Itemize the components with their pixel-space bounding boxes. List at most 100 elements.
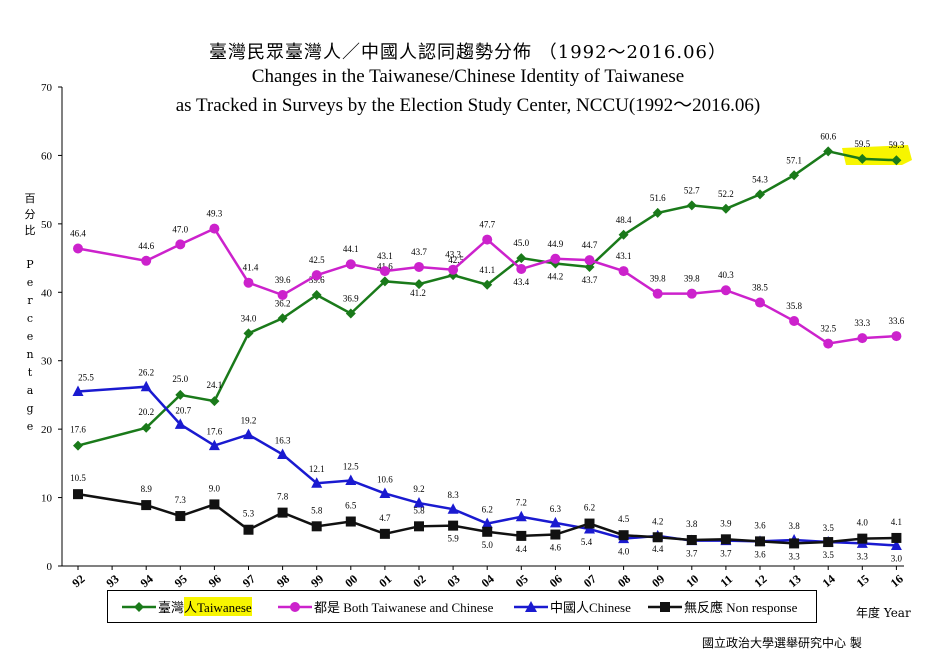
series-0-point-1 bbox=[141, 422, 152, 433]
series-2-label-5: 16.3 bbox=[275, 435, 291, 445]
x-tick-label-4: 96 bbox=[206, 572, 224, 590]
series-1-label-11: 47.7 bbox=[479, 220, 495, 230]
legend-item-taiwanese: 臺灣 人Taiwanese bbox=[122, 591, 252, 622]
series-0-point-3 bbox=[209, 396, 220, 407]
series-0-label-0: 17.6 bbox=[70, 425, 86, 435]
x-tick-label-5: 97 bbox=[240, 572, 258, 590]
series-3-label-14: 6.2 bbox=[584, 503, 595, 513]
series-2-label-7: 12.5 bbox=[343, 461, 359, 471]
series-3-label-16: 4.2 bbox=[652, 516, 663, 526]
series-1-label-7: 44.1 bbox=[343, 244, 359, 254]
series-3-label-22: 4.0 bbox=[857, 518, 869, 528]
series-0-point-9 bbox=[414, 279, 424, 290]
series-1-label-10: 43.3 bbox=[445, 250, 461, 260]
ylabel-en-2: r bbox=[27, 294, 33, 307]
series-0-point-6 bbox=[311, 290, 322, 301]
series-2-point-5 bbox=[277, 448, 289, 459]
x-tick-label-17: 09 bbox=[649, 572, 667, 590]
series-3-label-3: 9.0 bbox=[209, 483, 221, 493]
ylabel-cn-0: 百 bbox=[24, 192, 36, 205]
x-axis-label: 年度 Year bbox=[856, 606, 911, 620]
series-0-point-2 bbox=[175, 389, 186, 400]
series-3-point-15 bbox=[618, 530, 629, 541]
series-1-point-7 bbox=[345, 259, 356, 270]
x-tick-label-14: 06 bbox=[547, 572, 565, 590]
series-1-point-20 bbox=[789, 316, 800, 327]
legend-marker-diamond bbox=[122, 601, 156, 612]
series-0-point-20 bbox=[789, 170, 800, 181]
series-2-point-6 bbox=[311, 477, 323, 488]
series-1-label-0: 46.4 bbox=[70, 228, 86, 238]
legend-marker-triangle bbox=[514, 600, 548, 612]
series-1-point-23 bbox=[891, 331, 902, 342]
series-1-point-6 bbox=[311, 270, 322, 281]
series-2-label-2: 20.7 bbox=[175, 405, 191, 415]
series-3-label-23: 4.1 bbox=[891, 517, 902, 527]
series-3-point-6 bbox=[311, 521, 322, 532]
x-tick-label-6: 98 bbox=[274, 572, 292, 590]
series-0-point-4 bbox=[243, 328, 254, 339]
series-1-label-2: 47.0 bbox=[172, 224, 188, 234]
series-0-label-12: 45.0 bbox=[513, 238, 529, 248]
series-2-label-3: 17.6 bbox=[207, 427, 223, 437]
series-2-point-11 bbox=[481, 517, 493, 529]
series-1-point-16 bbox=[652, 288, 663, 299]
series-3-point-18 bbox=[720, 534, 731, 545]
series-1-label-4: 41.4 bbox=[243, 263, 259, 273]
series-3-point-21 bbox=[823, 537, 834, 548]
series-2-point-9 bbox=[413, 497, 425, 508]
x-tick-label-12: 04 bbox=[479, 572, 497, 590]
series-2-label-17: 3.7 bbox=[686, 549, 698, 559]
x-tick-label-0: 92 bbox=[69, 572, 87, 590]
x-tick-label-21: 13 bbox=[785, 572, 803, 590]
legend-label-both: 都是 Both Taiwanese and Chinese bbox=[314, 600, 494, 615]
series-3-point-16 bbox=[652, 532, 663, 543]
series-3-point-4 bbox=[243, 524, 254, 535]
series-0-label-15: 48.4 bbox=[616, 215, 632, 225]
x-tick-label-20: 12 bbox=[751, 572, 769, 590]
legend-item-nonresponse: 無反應 Non response bbox=[648, 591, 797, 622]
series-2-point-12 bbox=[515, 510, 527, 522]
series-2-point-0 bbox=[72, 385, 84, 397]
series-2-label-8: 10.6 bbox=[377, 474, 393, 484]
series-0-label-3: 24.1 bbox=[207, 380, 223, 390]
series-0-point-22 bbox=[857, 153, 868, 164]
series-1-label-15: 43.1 bbox=[616, 251, 632, 261]
series-0-point-21 bbox=[823, 146, 834, 157]
series-0-label-20: 57.1 bbox=[786, 155, 802, 165]
series-3-label-4: 5.3 bbox=[243, 509, 255, 519]
series-1-label-14: 44.7 bbox=[582, 240, 598, 250]
series-1-label-20: 35.8 bbox=[786, 301, 802, 311]
series-2-label-18: 3.7 bbox=[720, 549, 732, 559]
series-0-point-18 bbox=[720, 203, 731, 214]
x-tick-label-7: 99 bbox=[308, 572, 326, 590]
series-1-point-0 bbox=[73, 243, 83, 254]
series-3-label-13: 4.6 bbox=[550, 543, 562, 553]
series-0-point-17 bbox=[686, 200, 697, 211]
series-2-label-21: 3.5 bbox=[823, 523, 835, 533]
series-3-point-7 bbox=[345, 516, 356, 527]
series-0-label-17: 52.7 bbox=[684, 185, 700, 195]
ylabel-en-6: t bbox=[27, 366, 33, 379]
series-2-point-2 bbox=[174, 418, 186, 429]
series-3-point-12 bbox=[516, 530, 527, 541]
series-3-label-11: 5.0 bbox=[482, 540, 494, 550]
x-tick-label-15: 07 bbox=[581, 572, 599, 590]
series-0-label-5: 36.2 bbox=[275, 298, 291, 308]
series-1-label-22: 33.3 bbox=[854, 318, 870, 328]
chart-subtitle-line1: Changes in the Taiwanese/Chinese Identit… bbox=[251, 66, 685, 87]
legend-label-chinese: 中國人Chinese bbox=[550, 600, 631, 615]
series-0-label-2: 25.0 bbox=[172, 374, 188, 384]
x-tick-label-23: 15 bbox=[854, 572, 872, 590]
ylabel-en-9: e bbox=[26, 420, 34, 433]
series-1-point-18 bbox=[720, 285, 731, 296]
legend-label-taiwanese-highlight: 人Taiwanese bbox=[184, 597, 252, 616]
series-3-point-22 bbox=[857, 533, 868, 544]
series-1-label-6: 42.5 bbox=[309, 255, 325, 265]
series-3-point-19 bbox=[755, 536, 765, 547]
series-0-point-5 bbox=[277, 313, 288, 324]
series-3-point-14 bbox=[584, 518, 595, 529]
series-3-point-8 bbox=[379, 528, 390, 539]
series-2-label-12: 7.2 bbox=[516, 498, 527, 508]
